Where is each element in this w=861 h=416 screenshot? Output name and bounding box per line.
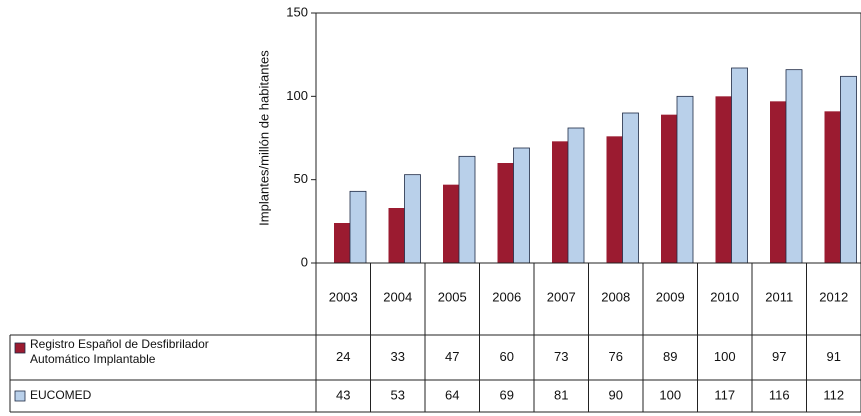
- table-value: 100: [659, 387, 681, 402]
- table-value: 73: [554, 349, 568, 364]
- table-value: 76: [609, 349, 623, 364]
- x-tick-label: 2011: [765, 289, 793, 304]
- table-value: 64: [445, 387, 459, 402]
- legend-swatch: [14, 342, 26, 354]
- x-tick-label: 2012: [819, 289, 848, 304]
- table-value: 97: [772, 349, 786, 364]
- x-tick-label: 2010: [710, 289, 739, 304]
- legend-swatch: [14, 390, 26, 402]
- bar: [513, 147, 530, 264]
- x-tick-label: 2003: [329, 289, 358, 304]
- bar: [497, 163, 514, 263]
- legend-label-box: EUCOMED: [30, 388, 92, 402]
- legend-label-box: Registro Español de Desfibrilador Automá…: [30, 337, 209, 366]
- bar: [731, 67, 748, 264]
- bar: [824, 111, 841, 263]
- y-tick-label: 50: [294, 171, 308, 186]
- table-value: 90: [609, 387, 623, 402]
- table-value: 112: [823, 387, 844, 402]
- bar: [606, 136, 623, 263]
- bar: [676, 95, 694, 264]
- bar: [622, 112, 639, 264]
- bar: [715, 96, 732, 263]
- bar: [770, 101, 786, 263]
- table-value: 53: [391, 387, 405, 402]
- bar: [785, 69, 803, 264]
- x-tick-label: 2009: [656, 289, 685, 304]
- table-value: 117: [714, 387, 735, 402]
- table-value: 47: [445, 349, 459, 364]
- y-tick-label: 150: [286, 4, 308, 19]
- table-value: 43: [336, 387, 350, 402]
- table-value: 60: [500, 349, 514, 364]
- table-value: 81: [554, 387, 568, 402]
- table-value: 100: [714, 349, 736, 364]
- table-value: 89: [663, 349, 677, 364]
- bar: [458, 155, 476, 264]
- x-tick-label: 2007: [547, 289, 576, 304]
- bar: [388, 208, 405, 263]
- y-tick-label: 100: [286, 88, 308, 103]
- bar: [567, 127, 585, 264]
- bar: [840, 75, 857, 264]
- bar: [349, 190, 367, 264]
- legend-label: Registro Español de Desfibrilador Automá…: [30, 337, 209, 366]
- table-value: 91: [827, 349, 841, 364]
- x-tick-label: 2008: [601, 289, 630, 304]
- table-value: 116: [769, 387, 790, 402]
- table-value: 69: [500, 387, 514, 402]
- bar: [661, 114, 677, 264]
- bar: [443, 184, 459, 263]
- table-value: 24: [336, 349, 350, 364]
- y-tick-label: 0: [301, 254, 308, 269]
- y-axis-title: Implantes/millón de habitantes: [256, 50, 271, 226]
- bar: [404, 174, 421, 264]
- legend-label: EUCOMED: [30, 388, 92, 402]
- x-tick-label: 2004: [383, 289, 412, 304]
- table-value: 33: [391, 349, 405, 364]
- x-tick-label: 2006: [492, 289, 521, 304]
- bar: [334, 223, 350, 263]
- bar: [552, 141, 568, 263]
- x-tick-label: 2005: [438, 289, 467, 304]
